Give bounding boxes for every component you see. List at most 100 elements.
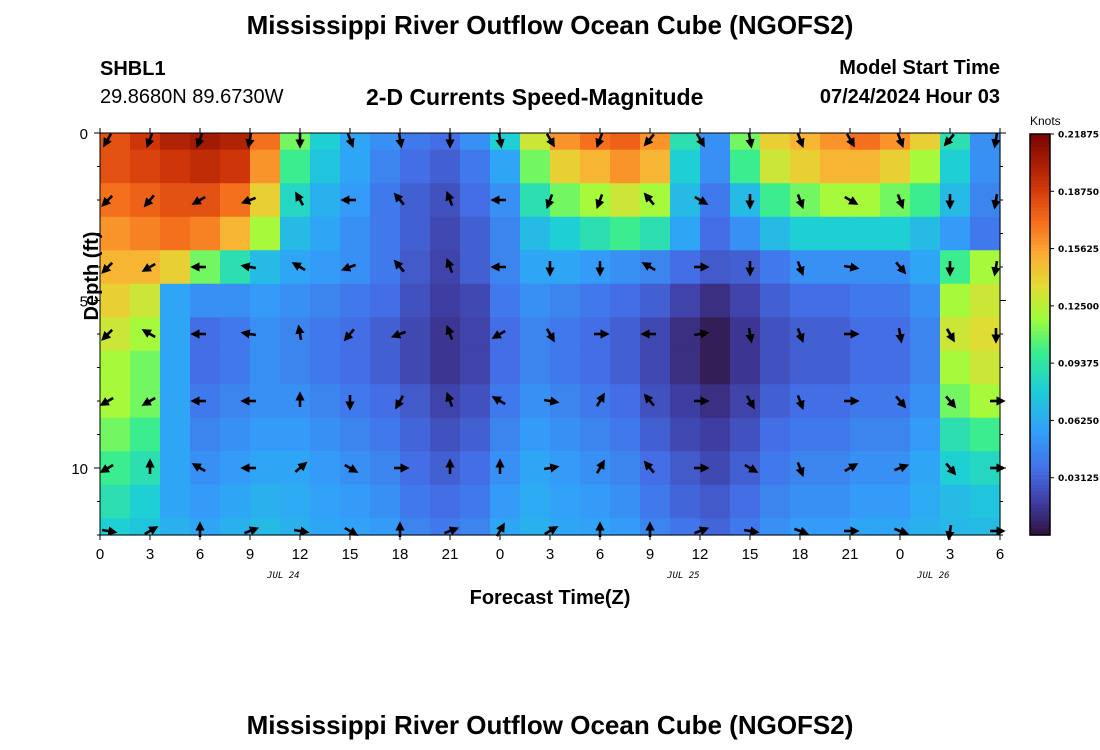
heatmap-cell [910, 317, 941, 352]
heatmap-cell [100, 133, 131, 151]
heatmap-cell [700, 484, 731, 519]
current-vector-arrow [943, 133, 955, 147]
heatmap-cell [430, 183, 461, 218]
heatmap-cell [520, 484, 551, 519]
colorbar-segment [1030, 317, 1050, 322]
heatmap-cell [940, 384, 971, 419]
colorbar-segment [1030, 214, 1050, 219]
current-vector-arrow [893, 463, 910, 473]
heatmap-cell [190, 484, 221, 519]
current-vector-arrow [693, 329, 710, 339]
heatmap-cell [490, 216, 521, 251]
current-vector-arrow [895, 193, 905, 210]
colorbar-frame [1029, 133, 1051, 536]
x-tick-label: 18 [792, 546, 809, 563]
current-vector-arrow [895, 395, 907, 409]
colorbar-segment [1030, 234, 1050, 239]
heatmap-cell [790, 484, 821, 519]
current-vector-arrow [340, 262, 357, 272]
colorbar-segment [1030, 524, 1050, 529]
heatmap-cell [400, 484, 431, 519]
heatmap-cell [730, 216, 761, 251]
colorbar-segment [1030, 164, 1050, 169]
heatmap-cell [550, 149, 581, 184]
heatmap-cell [550, 283, 581, 318]
heatmap-cell [610, 250, 641, 285]
colorbar-segment [1030, 170, 1050, 175]
heatmap-cell [190, 183, 221, 218]
heatmap-cell [460, 317, 491, 352]
current-vector-arrow [595, 459, 605, 474]
y-tick-label: 10 [71, 461, 88, 478]
colorbar-segment [1030, 244, 1050, 249]
heatmap-cell [160, 518, 191, 536]
current-vector-arrow [543, 463, 560, 473]
colorbar-segment [1030, 294, 1050, 299]
colorbar-segment [1030, 321, 1050, 326]
colorbar-segment [1030, 257, 1050, 262]
colorbar-segment [1030, 518, 1050, 523]
heatmap-cell [430, 417, 461, 452]
current-vectors [99, 132, 1006, 541]
heatmap-cell [520, 250, 551, 285]
heatmap-cell [370, 350, 401, 385]
heatmap-cell [460, 384, 491, 419]
heatmap-cell [550, 317, 581, 352]
current-vector-arrow [643, 393, 655, 407]
heatmap-cell [640, 133, 671, 151]
heatmap-cell [460, 417, 491, 452]
colorbar-segment [1030, 461, 1050, 466]
colorbar-segment [1030, 210, 1050, 215]
heatmap-cell [700, 133, 731, 151]
colorbar-tick-label: 0.06250 [1058, 417, 1099, 427]
current-vector-arrow [744, 463, 759, 473]
heatmap-cell [850, 183, 881, 218]
colorbar-segment [1030, 458, 1050, 463]
heatmap-cell [580, 384, 611, 419]
heatmap-cell [640, 149, 671, 184]
heatmap-cell [790, 417, 821, 452]
heatmap-cell [760, 183, 791, 218]
heatmap-cell [820, 417, 851, 452]
colorbar-segment [1030, 401, 1050, 406]
colorbar-segment [1030, 484, 1050, 489]
heatmap-cell [640, 216, 671, 251]
heatmap-cell [400, 133, 431, 151]
heatmap-cell [730, 317, 761, 352]
heatmap-cell [340, 350, 371, 385]
current-vector-arrow [445, 391, 455, 408]
heatmap-cell [100, 216, 131, 251]
colorbar-segment [1030, 344, 1050, 349]
colorbar-segment [1030, 431, 1050, 436]
current-vector-arrow [141, 396, 156, 406]
heatmap-cell [280, 317, 311, 352]
heatmap-cell [670, 518, 701, 536]
heatmap-cell [610, 518, 641, 536]
heatmap-cell [490, 317, 521, 352]
colorbar-tick-label: 0.03125 [1058, 474, 1099, 484]
heatmap-cell [640, 384, 671, 419]
heatmap-cell [100, 451, 131, 486]
x-tick-label: 18 [392, 546, 409, 563]
heatmap-cell [250, 518, 281, 536]
heatmap-cell [160, 451, 191, 486]
heatmap-cell [820, 283, 851, 318]
colorbar-segment [1030, 498, 1050, 503]
heatmap-cell [610, 317, 641, 352]
current-vector-arrow [295, 324, 305, 341]
current-vector-arrow [844, 195, 859, 205]
heatmap-cell [610, 384, 641, 419]
heatmap-cell [130, 149, 161, 184]
current-vector-arrow [101, 526, 118, 536]
heatmap-cell [700, 518, 731, 536]
heatmap-cell [430, 384, 461, 419]
heatmap-cell [700, 417, 731, 452]
colorbar-segment [1030, 341, 1050, 346]
colorbar-tick-label: 0.15625 [1058, 245, 1099, 255]
heatmap-cell [910, 133, 941, 151]
heatmap-cell [520, 350, 551, 385]
heatmap-cell [520, 149, 551, 184]
colorbar-segment [1030, 227, 1050, 232]
chart-title: Mississippi River Outflow Ocean Cube (NG… [246, 10, 854, 40]
current-vector-arrow [845, 133, 855, 148]
